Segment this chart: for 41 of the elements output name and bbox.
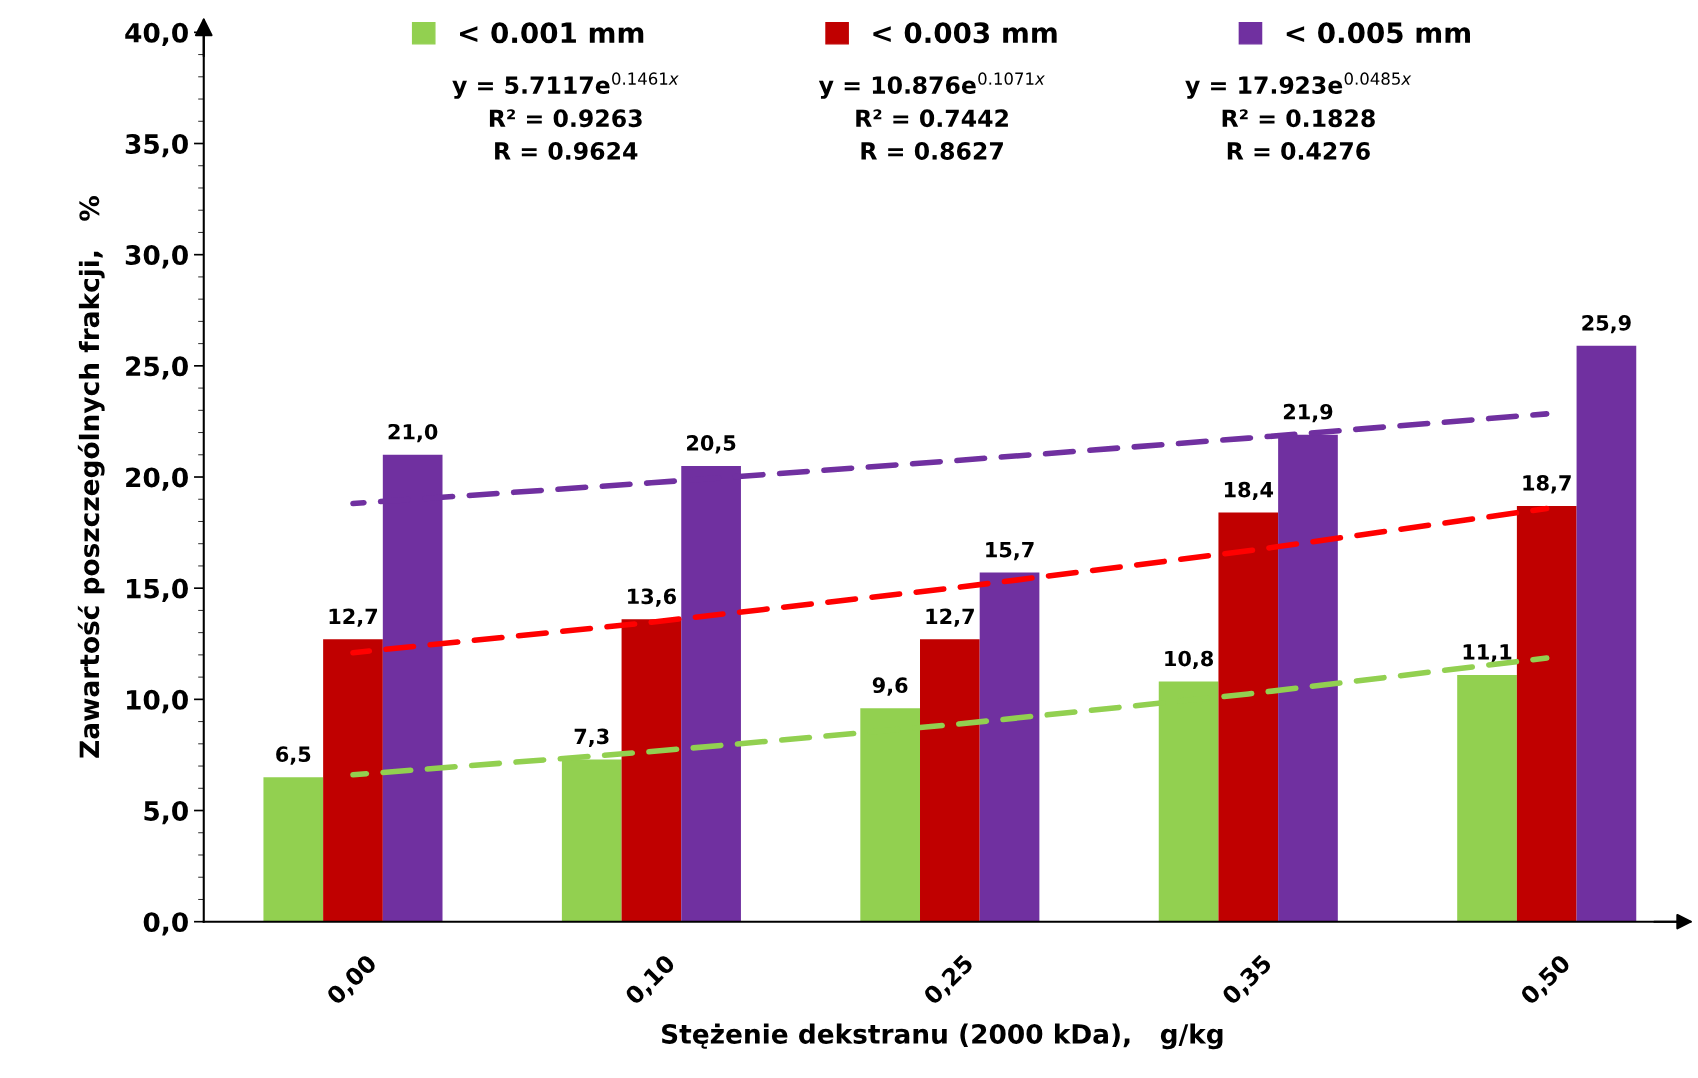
legend-label: < 0.001 mm (460, 22, 644, 44)
data-label: 11,1 (1463, 644, 1512, 663)
x-axis-title: Stężenie dekstranu (2000 kDa), g/kg (662, 1023, 1223, 1050)
y-tick-label: 20,0 (126, 467, 188, 491)
y-tick-label: 25,0 (126, 356, 188, 380)
y-tick-label: 15,0 (127, 578, 188, 602)
data-label: 21,0 (388, 423, 438, 443)
data-label: 18,4 (1224, 481, 1274, 501)
data-label: 6,5 (276, 746, 311, 765)
text: y = 17.923e$^{0.0485x}$ R² = 0.1828 R = 0.4276 (1185, 72, 1412, 160)
y-tick-label: 0,0 (143, 912, 188, 936)
bar (979, 572, 1040, 922)
y-tick-label: 40,0 (125, 22, 188, 47)
y-tick-label: 10,0 (127, 689, 188, 714)
text: y = 10.876e$^{0.1071x}$ R² = 0.7442 R = 0.8627 (818, 72, 1045, 160)
data-label: 13,6 (628, 588, 676, 607)
bar (621, 619, 682, 922)
y-tick-label: 35,0 (125, 133, 188, 158)
y-axis-title: Zawartość poszczególnych frakcji, % (77, 196, 105, 758)
text: y = 5.7117e$^{0.1461x}$ R² = 0.9263 R = 0.9624 (452, 72, 679, 160)
data-label: 12,7 (926, 608, 974, 627)
data-label: 12,7 (329, 608, 378, 627)
data-label: 7,3 (574, 728, 609, 747)
bar (1218, 512, 1279, 922)
y-tick-label: 5,0 (144, 800, 188, 825)
data-label: 10,8 (1165, 650, 1214, 670)
bar (263, 777, 324, 922)
bar (1576, 345, 1637, 922)
y-tick-label: 30,0 (125, 245, 188, 269)
bar (1457, 674, 1517, 922)
bar (323, 639, 383, 922)
legend-label: < 0.003 mm (873, 22, 1057, 44)
data-label: 15,7 (986, 541, 1034, 561)
data-label: 25,9 (1582, 314, 1631, 334)
data-label: 18,7 (1523, 475, 1571, 494)
bar (920, 639, 980, 922)
bar (1516, 505, 1577, 922)
data-label: 20,5 (687, 434, 736, 454)
data-label: 21,9 (1283, 403, 1333, 423)
data-label: 9,6 (872, 677, 908, 696)
legend-label: < 0.005 mm (1286, 22, 1470, 44)
